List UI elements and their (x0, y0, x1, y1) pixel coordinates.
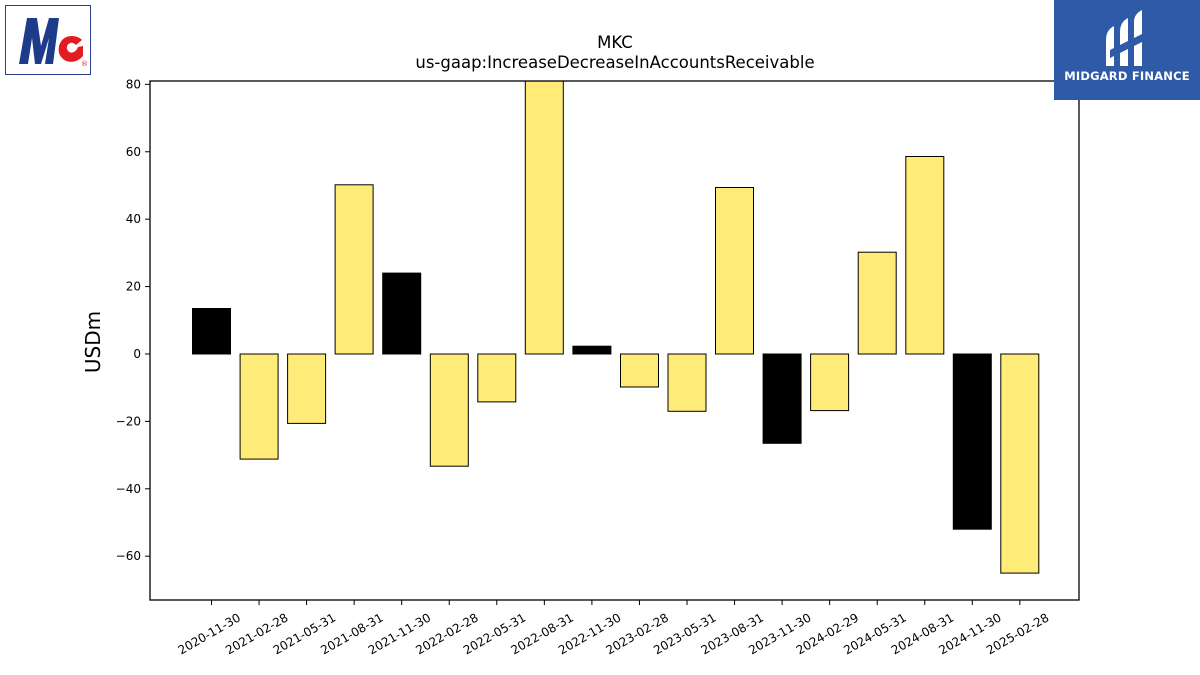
bar-2023-11-30 (762, 353, 802, 444)
bar-2023-08-31 (715, 187, 754, 355)
bar-2022-05-31 (477, 353, 517, 403)
midgard-logo-text: MIDGARD FINANCE (1064, 69, 1190, 83)
y-tick-label: 40 (126, 212, 141, 226)
bar-2024-11-30 (952, 353, 992, 530)
midgard-finance-logo: MIDGARD FINANCE (1054, 0, 1200, 100)
bar-2024-05-31 (857, 251, 897, 355)
y-tick-label: 60 (126, 145, 141, 159)
svg-text:®: ® (81, 60, 88, 68)
bars-group (192, 80, 1040, 574)
bar-2021-05-31 (287, 353, 327, 424)
bar-2023-05-31 (667, 353, 707, 412)
plot-frame (149, 80, 1080, 601)
mccormick-logo: ® (5, 5, 91, 75)
bar-2022-02-28 (429, 353, 469, 467)
chart-title: MKC (597, 33, 633, 52)
bar-2023-02-28 (620, 353, 659, 388)
y-axis-label: USDm (81, 311, 105, 373)
bar-2024-02-29 (810, 353, 850, 412)
bar-2022-11-30 (572, 345, 612, 355)
bar-2024-08-31 (905, 156, 945, 355)
y-tick-label: 0 (133, 347, 141, 361)
mccormick-logo-icon: ® (19, 18, 88, 68)
bar-2021-02-28 (239, 353, 279, 460)
bar-2025-02-28 (1000, 353, 1040, 574)
y-tick-label: −20 (116, 414, 141, 428)
chart-subtitle: us-gaap:IncreaseDecreaseInAccountsReceiv… (415, 53, 814, 72)
bar-2022-08-31 (524, 80, 564, 355)
x-ticks-group: 2020-11-302021-02-282021-05-312021-08-31… (176, 600, 1051, 657)
bar-2021-11-30 (382, 272, 422, 355)
y-tick-label: 80 (126, 77, 141, 91)
y-tick-label: −40 (116, 482, 141, 496)
midgard-logo-icon (1106, 10, 1142, 66)
y-ticks-group: 80 60 40 20 0 −20 −40 −60 (116, 77, 150, 563)
bar-2020-11-30 (192, 308, 231, 355)
y-tick-label: −60 (116, 549, 141, 563)
bar-2021-08-31 (334, 184, 374, 355)
y-tick-label: 20 (126, 280, 141, 294)
